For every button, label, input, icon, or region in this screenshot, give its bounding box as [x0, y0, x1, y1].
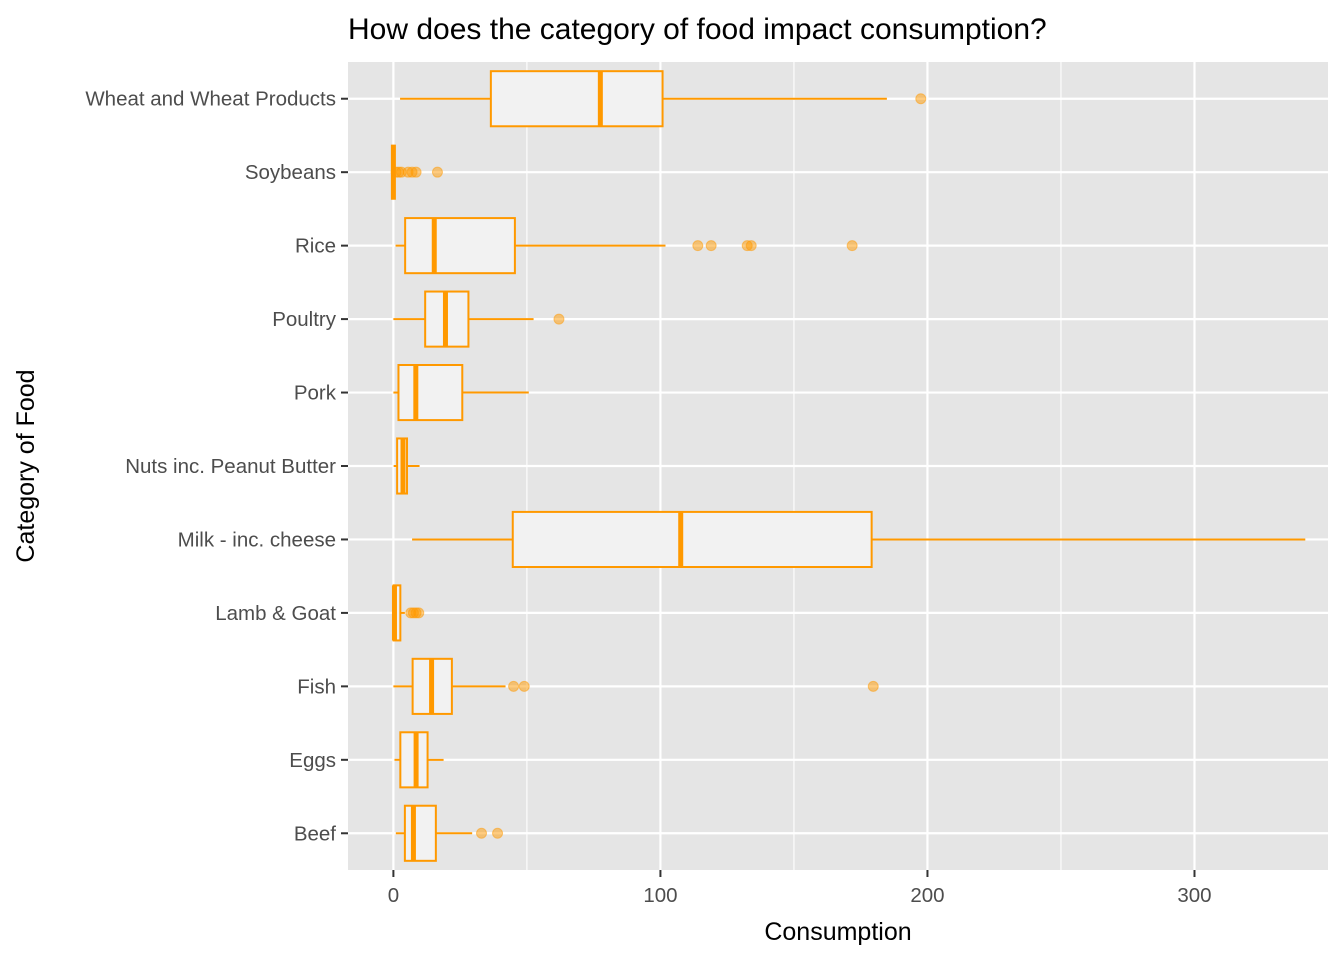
- chart-title: How does the category of food impact con…: [348, 13, 1047, 46]
- boxplot-eggs: [394, 731, 444, 789]
- outlier-point: [867, 680, 879, 692]
- y-tick-label: Milk - inc. cheese: [178, 528, 336, 551]
- x-tick-label: 0: [388, 884, 399, 907]
- gridlines: [348, 62, 1328, 870]
- boxplot-rice: [395, 217, 858, 275]
- y-tick-label: Rice: [295, 235, 336, 258]
- outlier-point: [745, 240, 757, 252]
- box: [403, 804, 437, 862]
- outlier-point: [915, 93, 927, 105]
- y-tick-label: Wheat and Wheat Products: [85, 88, 336, 111]
- y-axis-title: Category of Food: [12, 369, 40, 562]
- y-tick-label: Soybeans: [245, 161, 336, 184]
- y-tick-label: Fish: [297, 675, 336, 698]
- x-tick-label: 100: [643, 884, 677, 907]
- outlier-point: [492, 827, 504, 839]
- y-tick-label: Nuts inc. Peanut Butter: [125, 455, 336, 478]
- outlier-point: [553, 313, 565, 325]
- box: [511, 510, 873, 568]
- x-tick-label: 200: [910, 884, 944, 907]
- outlier-point: [692, 240, 704, 252]
- boxplot-wheat-and-wheat-products: [400, 70, 927, 128]
- boxplot-milk-inc-cheese: [412, 510, 1306, 568]
- box: [489, 70, 664, 128]
- boxplot-soybeans: [390, 144, 443, 200]
- boxplot-poultry: [393, 290, 565, 348]
- y-tick-label: Pork: [294, 382, 337, 405]
- y-tick-label: Poultry: [272, 308, 337, 331]
- outlier-point: [846, 240, 858, 252]
- outlier-point: [431, 166, 443, 178]
- y-tick-label: Lamb & Goat: [215, 602, 336, 625]
- boxplots: [390, 70, 1306, 862]
- boxplot-nuts-inc-peanut-butter: [393, 437, 420, 495]
- y-tick-label: Beef: [294, 822, 336, 845]
- box: [404, 217, 516, 275]
- boxplot-beef: [395, 804, 504, 862]
- box: [397, 364, 464, 422]
- outlier-point: [705, 240, 717, 252]
- outlier-point: [410, 166, 422, 178]
- boxplot-fish: [393, 657, 879, 715]
- outlier-point: [476, 827, 488, 839]
- x-axis-title: Consumption: [764, 918, 911, 946]
- boxplot-pork: [393, 364, 529, 422]
- y-tick-label: Eggs: [289, 749, 336, 772]
- x-tick-label: 300: [1177, 884, 1211, 907]
- boxplot-lamb-goat: [391, 584, 425, 642]
- y-axis: Beef Eggs Fish Lamb & Goat Milk - inc. chees…: [85, 88, 348, 845]
- x-axis: 0 100 200 300: [388, 870, 1212, 907]
- outlier-point: [413, 607, 425, 619]
- outlier-point: [508, 680, 520, 692]
- outlier-point: [518, 680, 530, 692]
